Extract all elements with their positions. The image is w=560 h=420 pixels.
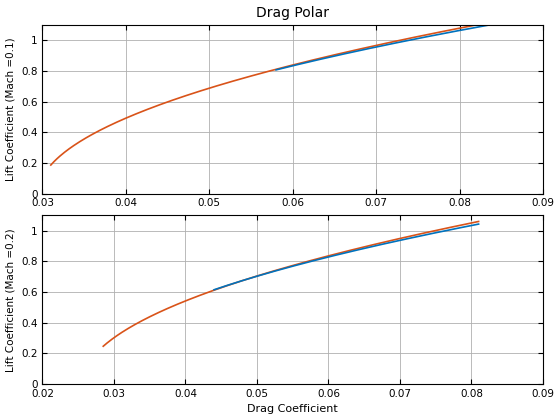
Title: Drag Polar: Drag Polar (256, 5, 329, 20)
X-axis label: Drag Coefficient: Drag Coefficient (248, 404, 338, 415)
Y-axis label: Lift Coefficient (Mach =0.1): Lift Coefficient (Mach =0.1) (6, 37, 16, 181)
Y-axis label: Lift Coefficient (Mach =0.2): Lift Coefficient (Mach =0.2) (6, 228, 16, 372)
